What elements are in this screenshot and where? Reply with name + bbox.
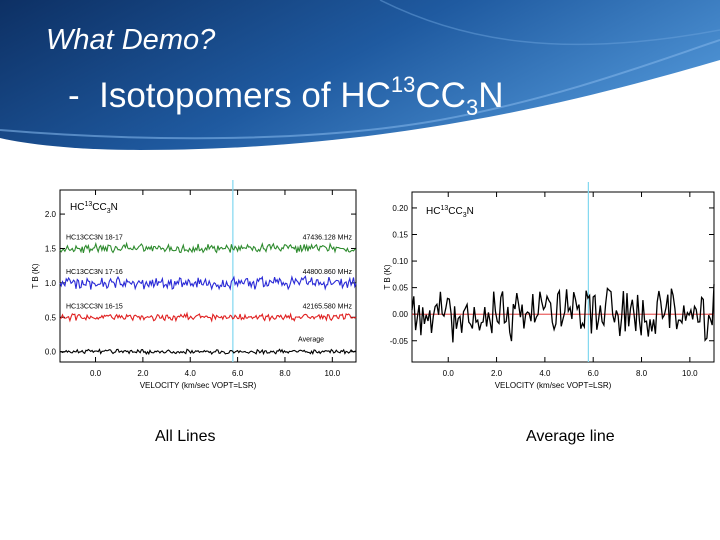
y-axis-label: T B (K) xyxy=(383,264,392,290)
x-tick-label: 2.0 xyxy=(491,369,503,378)
x-tick-label: 8.0 xyxy=(279,369,291,378)
slide-subtitle: What Demo? xyxy=(46,24,216,56)
x-tick-label: 4.0 xyxy=(185,369,197,378)
species-label: HC13CC3N xyxy=(70,201,118,215)
x-axis-label: VELOCITY (km/sec VOPT=LSR) xyxy=(495,381,612,390)
y-axis-label: T B (K) xyxy=(31,263,40,289)
all-lines-plot: 0.0 0.5 1.0 1.5 2.0 0.0 2.0 4.0 6.0 8.0 10.0 VELOCI… xyxy=(31,178,357,390)
series-line-1 xyxy=(59,275,357,291)
title-mid: CC xyxy=(415,76,466,115)
caption-average-line: Average line xyxy=(526,428,615,445)
average-line-plot: 0.20 0.15 0.10 0.05 0.00 -0.05 0.0 2.0 4.0 6.0 8.0… xyxy=(383,180,715,390)
y-tick-label: 0.5 xyxy=(45,313,57,322)
x-tick-label: 10.0 xyxy=(682,369,698,378)
x-axis-label: VELOCITY (km/sec VOPT=LSR) xyxy=(140,381,257,390)
series-freq-label: 47436.128 MHz xyxy=(303,234,353,241)
marker-glyph: * xyxy=(587,180,590,184)
x-tick-label: 4.0 xyxy=(539,369,551,378)
x-tick-label: 6.0 xyxy=(232,369,244,378)
y-tick-label: 1.0 xyxy=(45,279,57,288)
title-banner xyxy=(0,0,720,150)
slide-title: - Isotopomers of HC13CC3N xyxy=(68,72,504,120)
plot-frame xyxy=(411,191,715,363)
x-tick-label: 0.0 xyxy=(443,369,455,378)
x-tick-label: 8.0 xyxy=(636,369,648,378)
x-tick-label: 10.0 xyxy=(325,369,341,378)
title-sub: 3 xyxy=(465,95,479,120)
series-name-label: HC13CC3N 18-17 xyxy=(66,234,123,241)
y-tick-label: 0.0 xyxy=(45,348,57,357)
series-line-2 xyxy=(59,311,357,323)
title-sup: 13 xyxy=(390,72,416,97)
series-line-0 xyxy=(59,241,357,254)
y-tick-label: -0.05 xyxy=(390,337,409,346)
title-dash: - xyxy=(68,76,80,115)
caption-all-lines: All Lines xyxy=(155,428,216,445)
y-tick-label: 0.15 xyxy=(392,231,408,240)
y-tick-label: 2.0 xyxy=(45,210,57,219)
series-line-0 xyxy=(411,284,715,343)
series-line-3 xyxy=(59,348,357,356)
title-end: N xyxy=(478,76,504,115)
marker-glyph: * xyxy=(232,178,235,182)
title-main: Isotopomers of HC xyxy=(99,76,391,115)
x-tick-label: 0.0 xyxy=(90,369,102,378)
y-tick-label: 1.5 xyxy=(45,244,57,253)
y-tick-label: 0.05 xyxy=(392,284,408,293)
series-name-label: HC13CC3N 16-15 xyxy=(66,303,123,310)
series-freq-label: 44800.860 MHz xyxy=(303,269,353,276)
x-tick-label: 6.0 xyxy=(588,369,600,378)
plot-frame xyxy=(59,189,357,363)
series-freq-label: 42165.580 MHz xyxy=(303,303,353,310)
series-name-label: HC13CC3N 17-16 xyxy=(66,269,123,276)
y-tick-label: 0.00 xyxy=(392,310,408,319)
y-tick-label: 0.20 xyxy=(392,204,408,213)
x-tick-label: 2.0 xyxy=(137,369,149,378)
species-label: HC13CC3N xyxy=(426,205,474,219)
series-name-label: Average xyxy=(298,337,324,344)
y-tick-label: 0.10 xyxy=(392,257,408,266)
